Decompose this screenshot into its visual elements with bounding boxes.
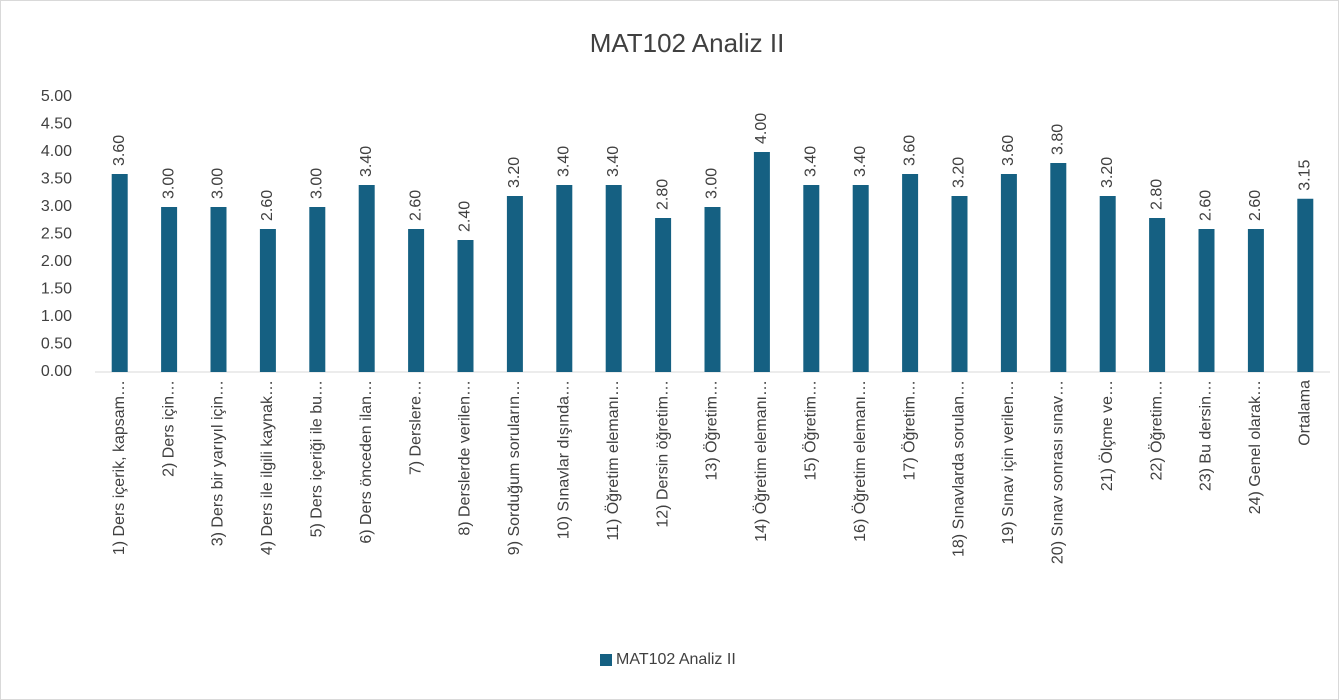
y-tick-label: 1.50 xyxy=(41,281,72,298)
data-label: 3.00 xyxy=(160,168,177,199)
bar xyxy=(753,152,770,372)
x-tick-label: Ortalama xyxy=(1297,380,1314,446)
x-tick-label: 23) Bu dersin… xyxy=(1198,380,1215,491)
y-tick-label: 1.00 xyxy=(41,308,72,325)
data-label: 2.60 xyxy=(259,190,276,221)
data-label: 3.40 xyxy=(803,146,820,177)
y-tick-label: 4.50 xyxy=(41,116,72,133)
chart-title: MAT102 Analiz II xyxy=(590,28,785,58)
bar xyxy=(1297,198,1314,372)
bar xyxy=(309,207,326,372)
x-tick-label: 4) Ders ile ilgili kaynak… xyxy=(259,380,276,555)
bar xyxy=(161,207,178,372)
x-tick-label: 9) Sorduğum soruların… xyxy=(506,380,523,555)
bar xyxy=(111,174,128,372)
y-tick-label: 5.00 xyxy=(41,88,72,105)
data-label: 4.00 xyxy=(753,113,770,144)
x-tick-label: 22) Öğretim… xyxy=(1147,380,1165,480)
x-tick-label: 13) Öğretim… xyxy=(703,380,721,480)
bar xyxy=(210,207,227,372)
bar xyxy=(704,207,721,372)
x-tick-label: 15) Öğretim… xyxy=(802,380,820,480)
data-label: 3.60 xyxy=(111,135,128,166)
data-label: 3.00 xyxy=(309,168,326,199)
bar xyxy=(1050,163,1067,372)
data-label: 3.20 xyxy=(506,157,523,188)
data-label: 2.80 xyxy=(654,179,671,210)
x-tick-label: 5) Ders içeriği ile bu… xyxy=(309,380,326,537)
x-tick-label: 8) Derslerde verilen… xyxy=(457,380,474,536)
data-label: 3.20 xyxy=(1099,157,1116,188)
x-tick-label: 3) Ders bir yarıyıl için… xyxy=(210,380,227,546)
bar xyxy=(259,229,276,372)
x-tick-label: 18) Sınavlarda sorulan… xyxy=(951,380,968,557)
y-tick-label: 3.00 xyxy=(41,198,72,215)
bar xyxy=(457,240,474,372)
data-label: 3.60 xyxy=(901,135,918,166)
x-tick-label: 20) Sınav sonrası sınav… xyxy=(1050,380,1067,564)
data-label: 2.60 xyxy=(1247,190,1264,221)
bar xyxy=(1099,196,1116,372)
x-tick-label: 11) Öğretim elemanı… xyxy=(604,380,622,541)
x-tick-label: 21) Ölçme ve… xyxy=(1098,380,1116,491)
data-label: 3.40 xyxy=(358,146,375,177)
data-label: 3.40 xyxy=(605,146,622,177)
data-label: 2.80 xyxy=(1148,179,1165,210)
y-tick-label: 2.00 xyxy=(41,253,72,270)
x-tick-label: 12) Dersin öğretim… xyxy=(654,380,671,528)
data-label: 3.20 xyxy=(951,157,968,188)
data-label: 3.40 xyxy=(556,146,573,177)
bar xyxy=(803,185,820,372)
data-label: 3.00 xyxy=(210,168,227,199)
x-tick-label: 7) Derslere… xyxy=(407,380,424,475)
bar xyxy=(1149,218,1166,372)
x-tick-label: 24) Genel olarak… xyxy=(1247,380,1264,514)
bar xyxy=(1198,229,1215,372)
bar xyxy=(852,185,869,372)
bar xyxy=(408,229,425,372)
bar xyxy=(1247,229,1264,372)
bar xyxy=(655,218,672,372)
x-tick-label: 17) Öğretim… xyxy=(900,380,918,480)
x-tick-label: 14) Öğretim elemanı… xyxy=(752,380,770,542)
legend-label: MAT102 Analiz II xyxy=(616,651,736,668)
x-tick-label: 10) Sınavlar dışında… xyxy=(556,380,573,539)
data-label: 2.40 xyxy=(457,201,474,232)
bar xyxy=(358,185,375,372)
data-label: 3.80 xyxy=(1050,124,1067,155)
x-tick-label: 2) Ders için… xyxy=(160,380,177,477)
legend-swatch xyxy=(600,654,612,666)
bar xyxy=(556,185,573,372)
y-tick-label: 2.50 xyxy=(41,226,72,243)
bar xyxy=(902,174,919,372)
data-label: 3.00 xyxy=(704,168,721,199)
x-tick-label: 19) Sınav için verilen… xyxy=(1000,380,1017,545)
y-tick-label: 4.00 xyxy=(41,143,72,160)
bar xyxy=(1000,174,1017,372)
data-label: 3.40 xyxy=(852,146,869,177)
y-tick-label: 3.50 xyxy=(41,171,72,188)
y-tick-label: 0.00 xyxy=(41,363,72,380)
x-tick-label: 1) Ders içerik, kapsam… xyxy=(111,380,128,555)
bar xyxy=(506,196,523,372)
data-label: 3.15 xyxy=(1297,160,1314,191)
x-tick-label: 6) Ders önceden ilan… xyxy=(358,380,375,544)
data-label: 3.60 xyxy=(1000,135,1017,166)
data-label: 2.60 xyxy=(1198,190,1215,221)
bar xyxy=(605,185,622,372)
y-tick-label: 0.50 xyxy=(41,336,72,353)
bar xyxy=(951,196,968,372)
data-label: 2.60 xyxy=(407,190,424,221)
x-tick-label: 16) Öğretim elemanı… xyxy=(851,380,869,542)
